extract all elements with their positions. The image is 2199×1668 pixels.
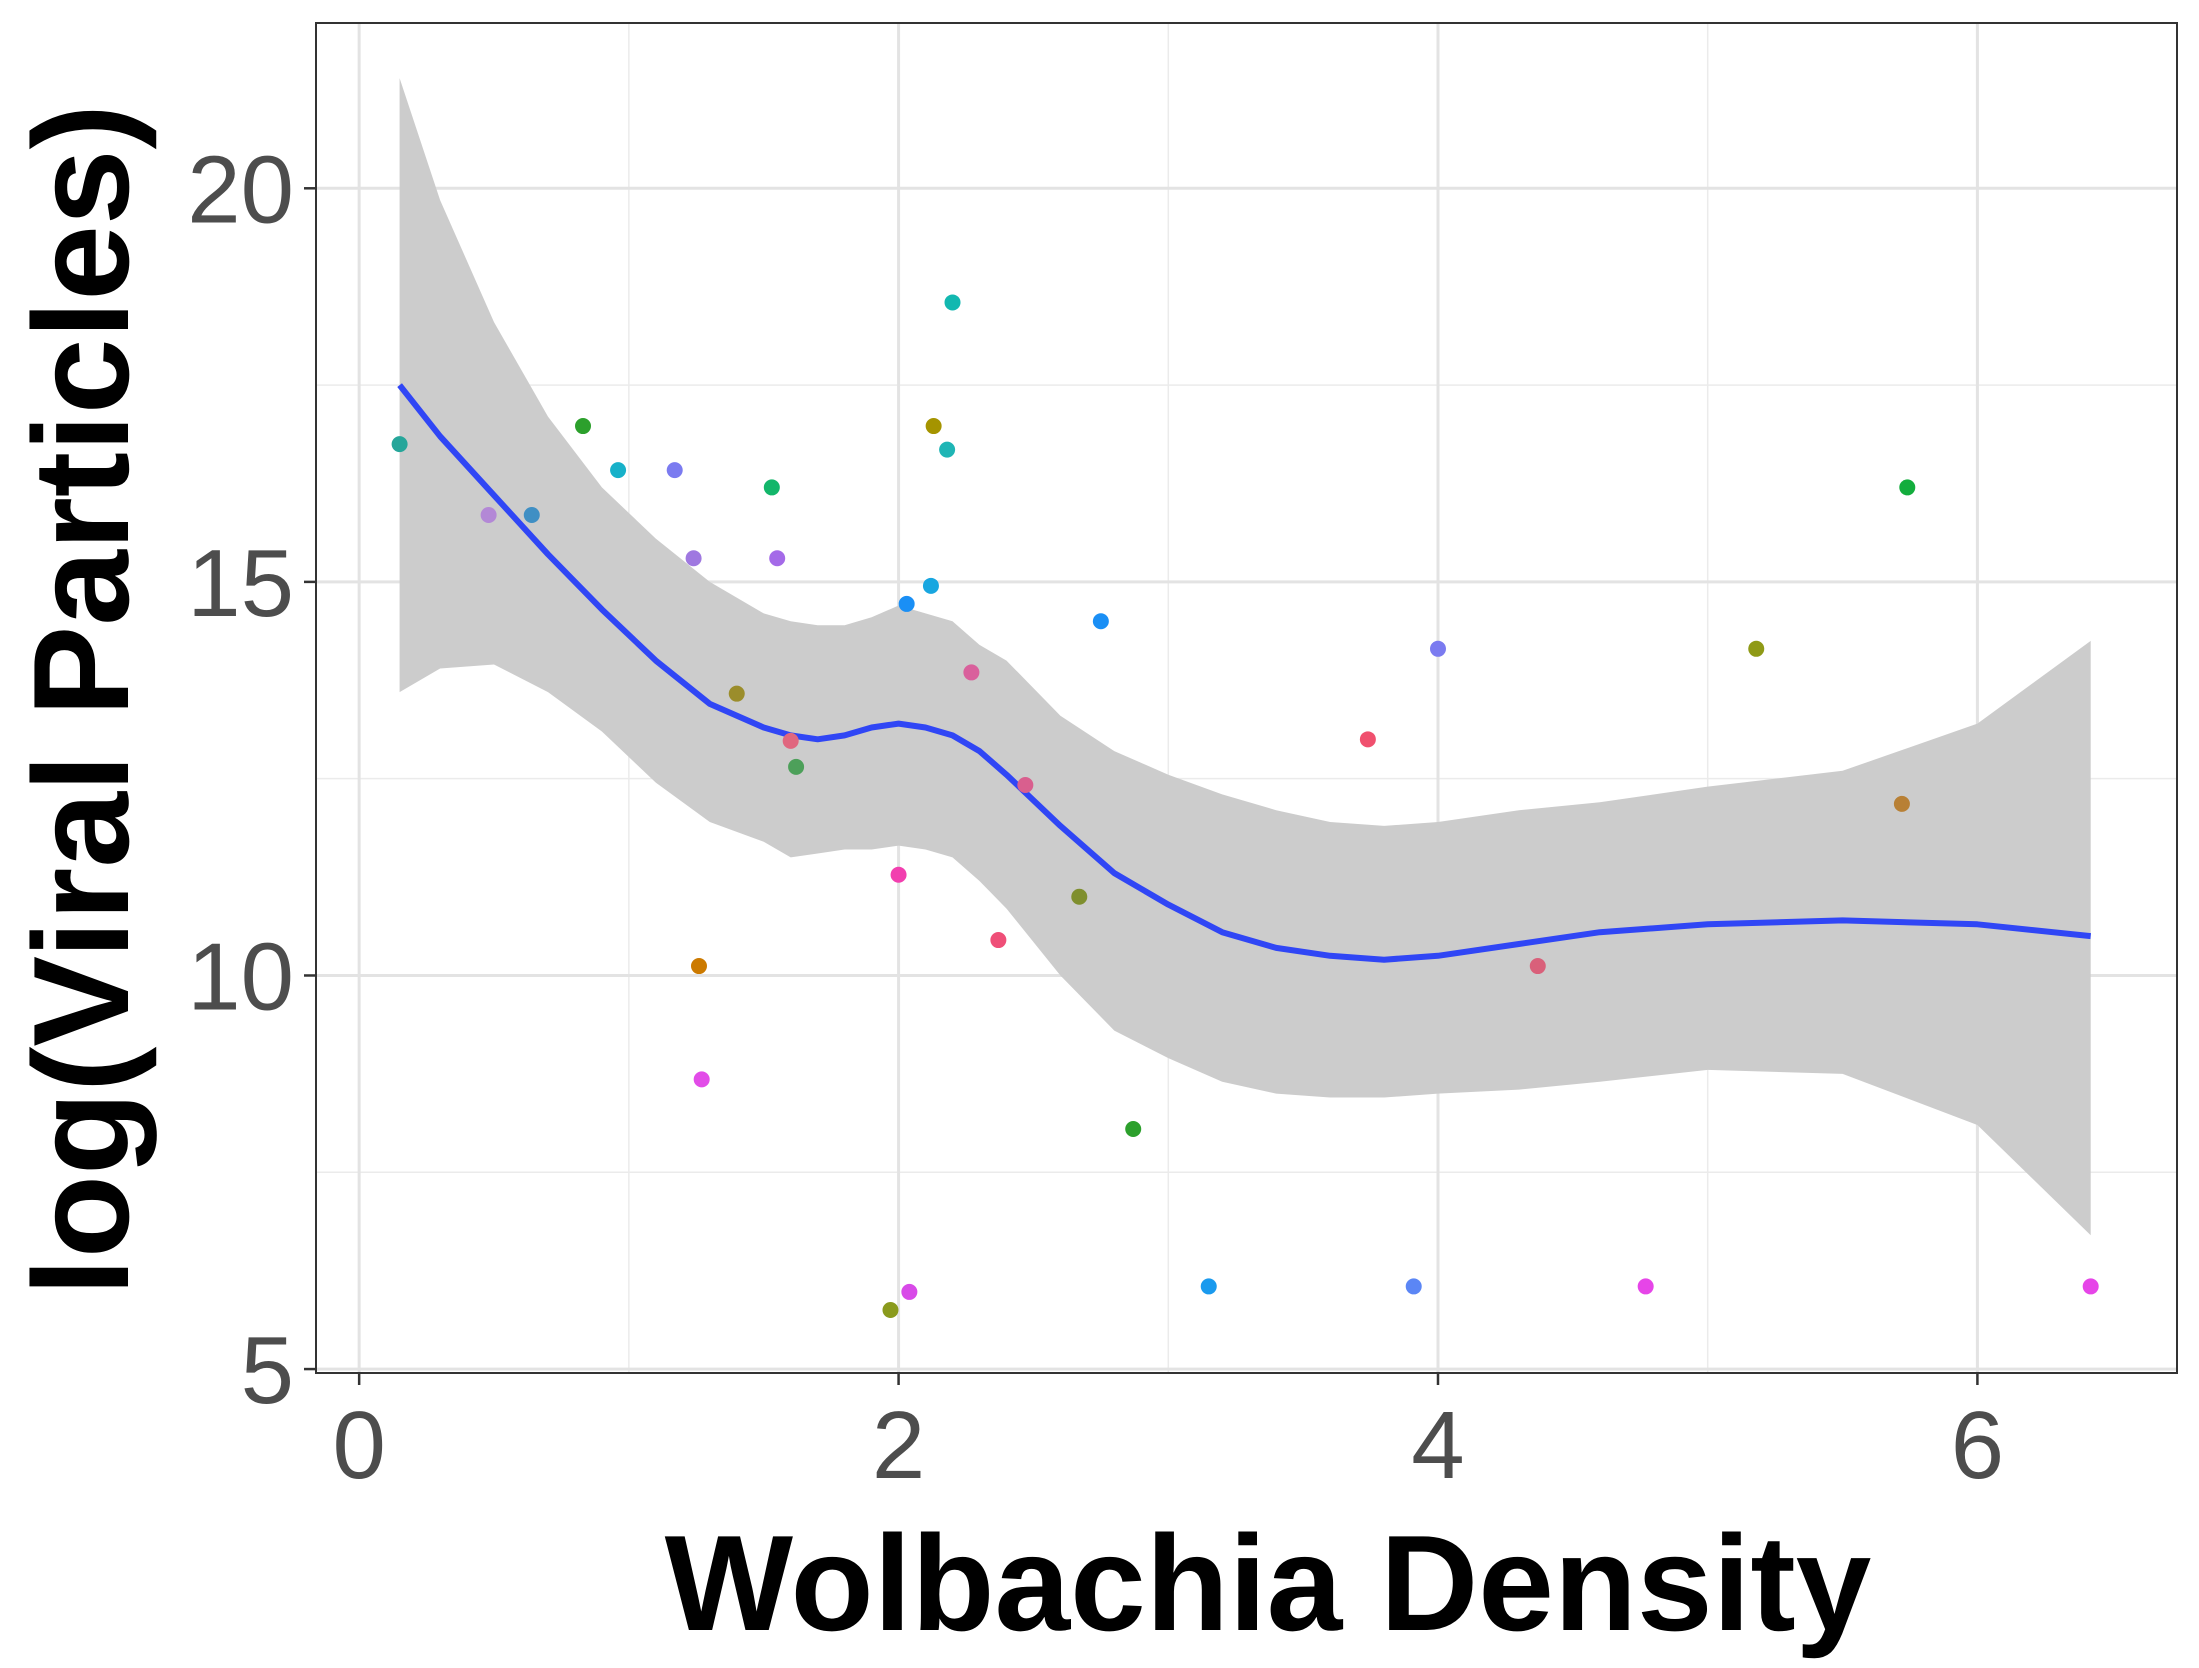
y-tick-label: 10 xyxy=(187,923,294,1030)
x-axis-title: Wolbachia Density xyxy=(665,1507,1872,1659)
data-point xyxy=(1637,1278,1654,1295)
data-point xyxy=(391,436,408,453)
data-point xyxy=(1748,640,1765,657)
data-point xyxy=(666,462,683,479)
data-point xyxy=(1017,776,1034,793)
x-tick-label: 0 xyxy=(332,1392,385,1499)
data-point xyxy=(1893,795,1910,812)
data-point xyxy=(685,550,702,567)
y-axis-ticks: 5 10 15 20 xyxy=(187,136,316,1424)
data-point xyxy=(882,1302,899,1319)
data-point xyxy=(480,506,497,523)
y-tick-label: 5 xyxy=(241,1317,294,1424)
x-axis-ticks: 0 2 4 6 xyxy=(332,1373,2004,1499)
data-point xyxy=(2082,1278,2099,1295)
data-point xyxy=(728,685,745,702)
data-point xyxy=(523,506,540,523)
x-tick-label: 2 xyxy=(872,1392,925,1499)
data-point xyxy=(925,418,942,435)
smooth-fit-line xyxy=(397,383,2092,963)
minor-gridlines xyxy=(316,23,2177,1373)
data-point xyxy=(1899,479,1916,496)
x-tick-label: 6 xyxy=(1951,1392,2004,1499)
confidence-ribbon xyxy=(399,78,2091,1236)
data-point xyxy=(963,664,980,681)
data-point xyxy=(1200,1278,1217,1295)
data-point xyxy=(901,1283,918,1300)
data-point xyxy=(788,758,805,775)
data-point xyxy=(890,866,907,883)
y-tick-label: 15 xyxy=(187,530,294,637)
data-point xyxy=(898,595,915,612)
data-point xyxy=(1529,958,1546,975)
x-tick-label: 4 xyxy=(1411,1392,1464,1499)
data-point xyxy=(690,958,707,975)
data-point xyxy=(693,1071,710,1088)
data-points xyxy=(391,294,2099,1319)
data-point xyxy=(990,932,1007,949)
data-point xyxy=(939,441,956,458)
data-point xyxy=(1429,640,1446,657)
data-point xyxy=(922,577,939,594)
data-point xyxy=(1092,613,1109,630)
data-point xyxy=(763,479,780,496)
y-tick-label: 20 xyxy=(187,136,294,243)
data-point xyxy=(944,294,961,311)
data-point xyxy=(1405,1278,1422,1295)
data-point xyxy=(782,732,799,749)
data-point xyxy=(1125,1120,1142,1137)
plot-panel-border xyxy=(315,22,2178,1374)
data-point xyxy=(769,550,786,567)
data-point xyxy=(1359,731,1376,748)
y-axis-title: log(Viral Particles) xyxy=(5,104,157,1296)
data-point xyxy=(1071,888,1088,905)
data-point xyxy=(575,418,592,435)
data-point xyxy=(610,462,627,479)
